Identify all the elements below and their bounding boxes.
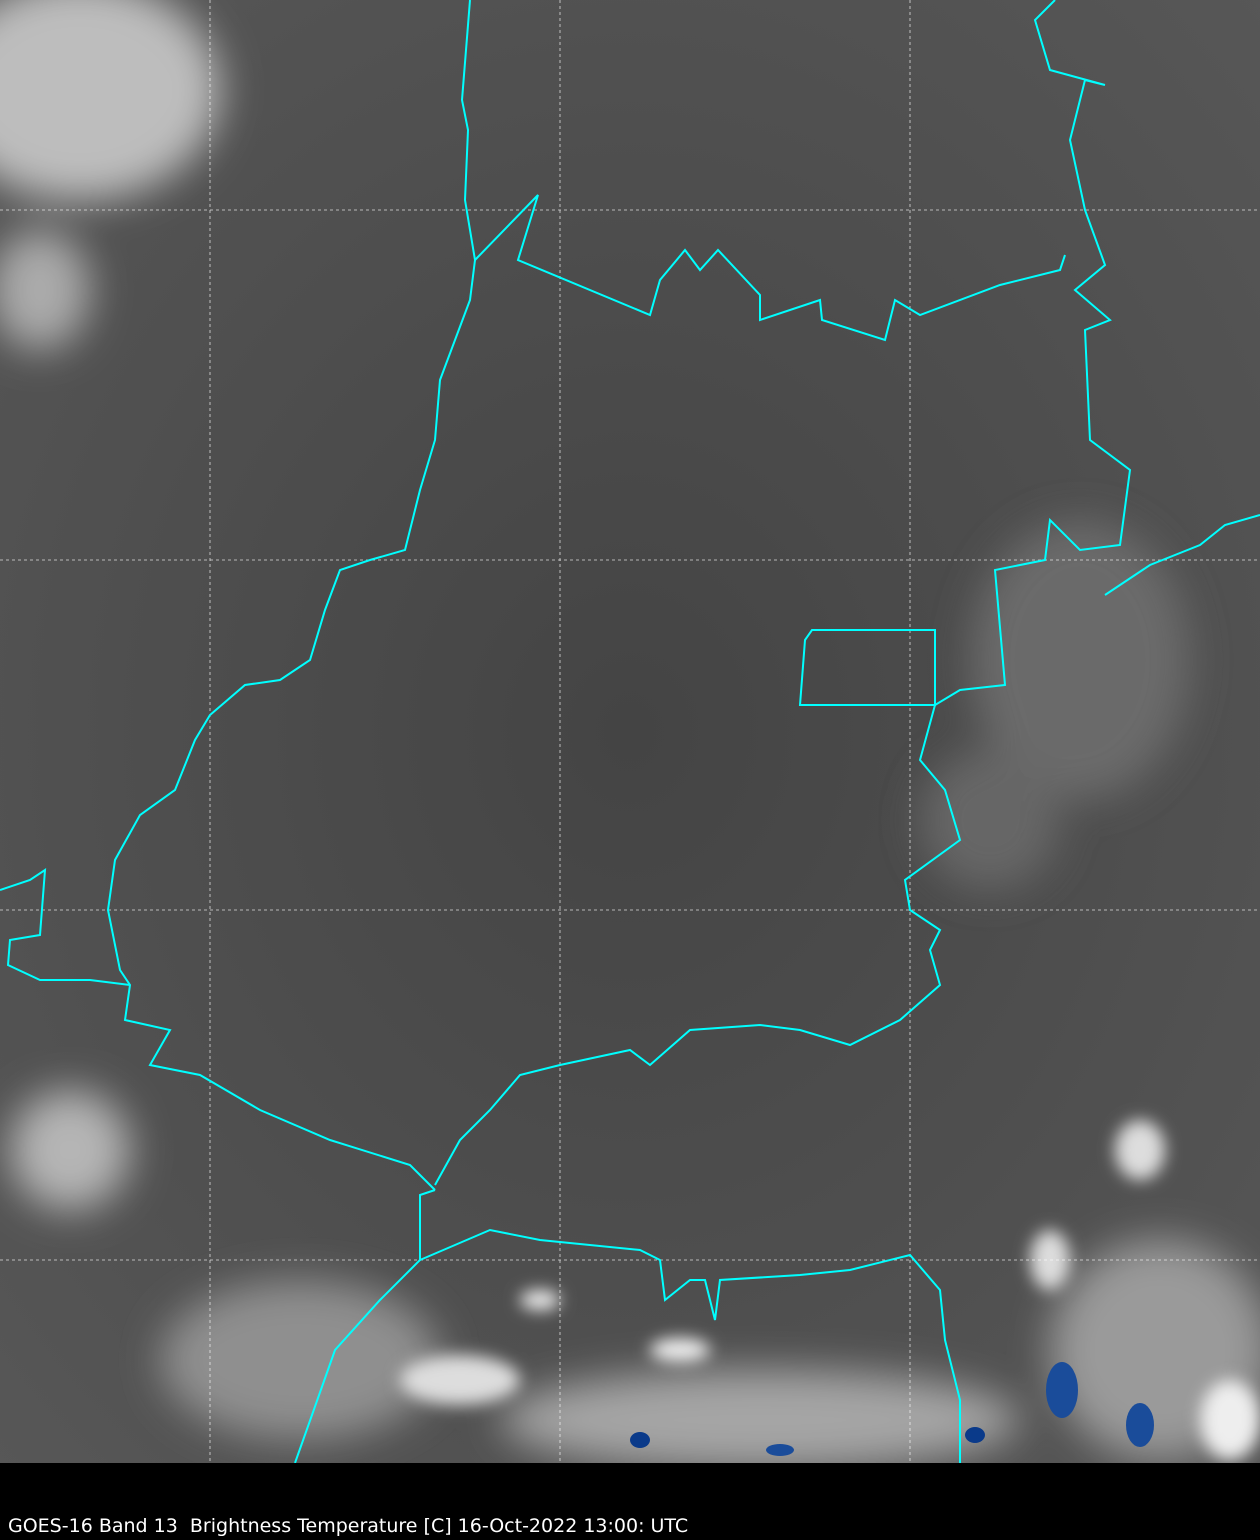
far-west-border <box>0 868 131 986</box>
federal-district-border <box>798 629 936 706</box>
clouds <box>0 0 1260 1463</box>
cold-cloud-tops <box>630 1362 1154 1456</box>
bright-clouds <box>400 1120 1260 1460</box>
southwest-border <box>294 1189 436 1463</box>
lat-lon-grid <box>0 0 1260 1463</box>
southern-border <box>419 1228 961 1463</box>
brightness-temperature-map <box>0 0 1260 1463</box>
northern-border <box>474 194 1066 342</box>
state-borders <box>0 0 1260 1463</box>
western-border <box>106 0 477 1191</box>
eastern-branch-border <box>1104 514 1260 596</box>
image-caption: GOES-16 Band 13 Brightness Temperature [… <box>8 1515 689 1537</box>
